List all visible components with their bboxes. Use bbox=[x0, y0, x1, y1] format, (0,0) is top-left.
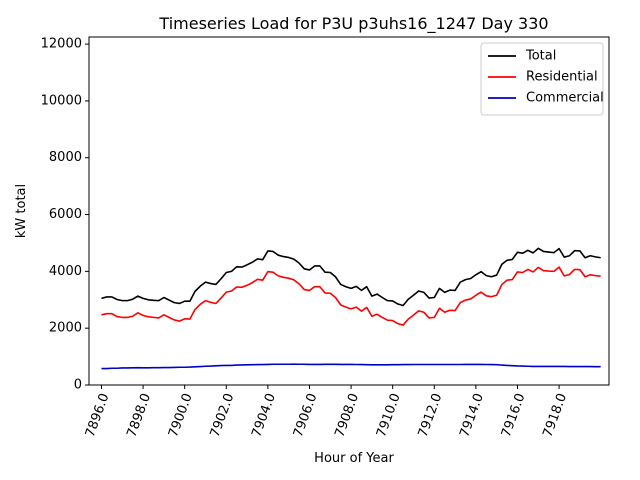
chart-title: Timeseries Load for P3U p3uhs16_1247 Day… bbox=[158, 14, 548, 34]
y-tick-label: 12000 bbox=[41, 37, 82, 52]
x-axis-label: Hour of Year bbox=[314, 451, 394, 466]
legend-label-total: Total bbox=[525, 49, 556, 64]
y-axis-label: kW total bbox=[14, 184, 29, 238]
series-line-total bbox=[101, 247, 601, 307]
y-tick-label: 10000 bbox=[41, 93, 82, 108]
y-tick-label: 2000 bbox=[49, 321, 82, 336]
legend: Total Residential Commercial bbox=[480, 42, 604, 116]
series-line-commercial bbox=[101, 363, 601, 370]
legend-label-residential: Residential bbox=[526, 70, 598, 85]
y-tick-label: 0 bbox=[74, 378, 82, 393]
y-axis-ticks: 0 2000 4000 6000 8000 10000 12000 bbox=[41, 37, 89, 393]
y-tick-label: 4000 bbox=[49, 264, 82, 279]
series-lines bbox=[101, 247, 601, 370]
plot-frame bbox=[88, 36, 610, 386]
series-line-residential bbox=[101, 266, 601, 326]
y-tick-label: 6000 bbox=[49, 207, 82, 222]
legend-box bbox=[480, 42, 604, 116]
y-tick-label: 8000 bbox=[49, 150, 82, 165]
legend-label-commercial: Commercial bbox=[526, 91, 604, 106]
